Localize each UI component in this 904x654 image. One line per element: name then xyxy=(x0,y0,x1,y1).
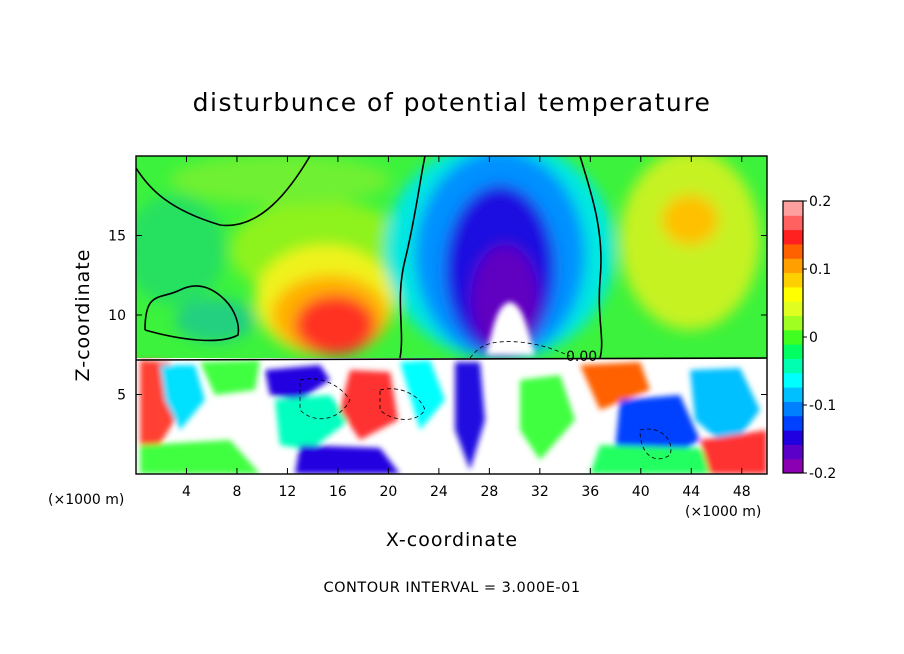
y-axis-label: Z-coordinate xyxy=(72,249,94,382)
x-tick-label: 28 xyxy=(480,484,498,500)
colorbar-swatch xyxy=(783,430,803,445)
colorbar-swatch xyxy=(783,243,803,259)
colorbar-swatch xyxy=(783,272,803,288)
colorbar-swatch xyxy=(783,201,803,216)
x-tick-label: 16 xyxy=(329,484,347,500)
colorbar-swatch xyxy=(783,415,803,431)
x-tick-label: 24 xyxy=(430,484,448,500)
x-tick-label: 32 xyxy=(531,484,549,500)
colorbar-tick-label: 0 xyxy=(809,330,818,346)
colorbar-swatch xyxy=(783,258,803,274)
colorbar-swatch xyxy=(783,329,803,345)
colorbar-swatch xyxy=(783,344,803,359)
x-tick-label: 36 xyxy=(581,484,599,500)
colorbar-tick-label: 0.1 xyxy=(809,262,831,278)
y-axis: 5 10 15 xyxy=(108,229,767,404)
colorbar: 0.2 0.1 0 -0.1 -0.2 xyxy=(782,194,836,482)
colorbar-tick-label: -0.1 xyxy=(809,398,836,414)
colorbar-swatch xyxy=(783,229,803,245)
colorbar-swatch xyxy=(783,286,803,302)
colorbar-tick-label: 0.2 xyxy=(809,194,831,210)
y-tick-label: 5 xyxy=(117,388,126,404)
y-tick-label: 10 xyxy=(108,308,126,324)
x-axis: 4 8 12 16 20 24 28 32 36 40 44 48 xyxy=(182,156,751,500)
colorbar-swatch xyxy=(783,444,803,460)
colorbar-swatch xyxy=(783,301,803,317)
colorbar-swatch xyxy=(783,401,803,417)
colorbar-swatch xyxy=(783,358,803,374)
colorbar-tick-label: -0.2 xyxy=(809,466,836,482)
chart-title: disturbunce of potential temperature xyxy=(193,88,712,117)
colorbar-swatch xyxy=(783,215,803,231)
x-tick-label: 12 xyxy=(279,484,297,500)
x-tick-label: 4 xyxy=(182,484,191,500)
x-unit-label-left: (×1000 m) xyxy=(48,492,124,508)
x-tick-label: 20 xyxy=(379,484,397,500)
x-tick-label: 48 xyxy=(733,484,751,500)
colorbar-swatch xyxy=(783,315,803,331)
contour-label: 0.00 xyxy=(566,349,597,365)
colorbar-swatch xyxy=(783,387,803,402)
contour-interval-note: CONTOUR INTERVAL = 3.000E-01 xyxy=(323,580,580,596)
y-tick-label: 15 xyxy=(108,229,126,245)
x-axis-label: X-coordinate xyxy=(386,529,518,551)
x-tick-label: 40 xyxy=(632,484,650,500)
colorbar-swatch xyxy=(783,458,803,474)
x-unit-label-right: (×1000 m) xyxy=(685,504,761,520)
x-tick-label: 8 xyxy=(232,484,241,500)
heatmap-field xyxy=(136,156,767,474)
x-tick-label: 44 xyxy=(682,484,700,500)
colorbar-swatch xyxy=(783,372,803,388)
